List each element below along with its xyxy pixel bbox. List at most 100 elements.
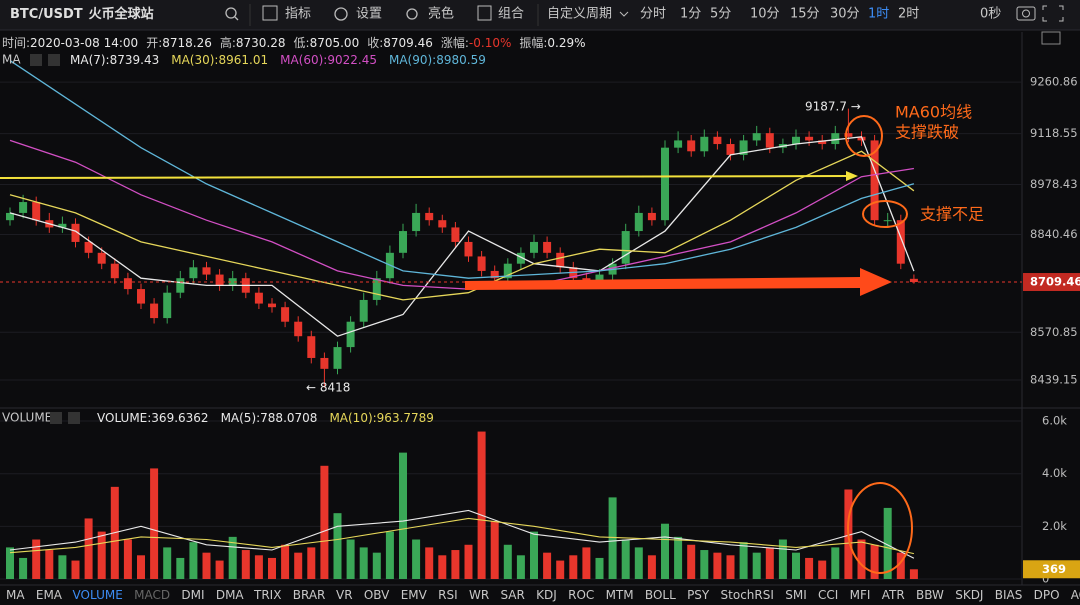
indicator-tab[interactable]: DMI <box>181 588 204 602</box>
period-button[interactable]: 1分 <box>680 7 701 22</box>
volume-bar <box>58 555 67 579</box>
indicator-tab[interactable]: EMA <box>36 588 63 602</box>
search-icon[interactable] <box>225 7 237 19</box>
y-tick-label: 9260.86 <box>1030 75 1078 89</box>
indicator-tab[interactable]: BOLL <box>645 588 676 602</box>
y-tick-label: 6.0k <box>1042 414 1067 428</box>
indicator-tab[interactable]: AO <box>1071 588 1080 602</box>
candle-body <box>595 274 604 282</box>
period-button[interactable]: 30分 <box>830 7 860 22</box>
legend-button[interactable] <box>48 54 60 66</box>
period-button[interactable]: 分时 <box>640 7 666 22</box>
indicator-tab[interactable]: DMA <box>216 588 245 602</box>
combo-icon <box>477 5 492 21</box>
indicator-tab[interactable]: KDJ <box>536 588 557 602</box>
candle-body <box>543 241 552 253</box>
indicator-tab[interactable]: BRAR <box>293 588 325 602</box>
annotation: ← 8418 <box>306 381 350 395</box>
period-button[interactable]: 15分 <box>790 7 820 22</box>
indicator-tab[interactable]: PSY <box>687 588 710 602</box>
indicator-tab[interactable]: ATR <box>882 588 905 602</box>
toolbar-button[interactable]: 亮色 <box>428 6 454 22</box>
fullscreen-icon[interactable] <box>1042 5 1064 22</box>
toolbar-button[interactable]: 自定义周期 <box>547 7 612 22</box>
indicator-tab[interactable]: VR <box>336 588 353 602</box>
indicator-tab[interactable]: MTM <box>606 588 634 602</box>
info-label: 高: <box>220 35 236 50</box>
y-tick-label: 2.0k <box>1042 519 1067 533</box>
indicator-tab[interactable]: ROC <box>568 588 594 602</box>
volume-bar <box>464 544 473 579</box>
candle-body <box>700 136 709 152</box>
volume-bar <box>320 465 329 579</box>
volume-bar <box>792 552 800 579</box>
indicator-tab[interactable]: EMV <box>401 588 428 602</box>
candle-body <box>687 140 696 152</box>
volume-bar <box>634 547 643 579</box>
indicator-tab[interactable]: StochRSI <box>721 588 774 602</box>
volume-bar <box>268 557 276 579</box>
info-label: 低: <box>294 36 310 50</box>
candle-body <box>268 303 276 308</box>
period-button[interactable]: 1时 <box>868 7 889 22</box>
candle-body <box>438 220 447 228</box>
collapse-icon[interactable] <box>1041 31 1061 45</box>
period-button[interactable]: 10分 <box>750 7 780 22</box>
volume-bar <box>97 531 106 579</box>
legend-button[interactable] <box>30 54 42 66</box>
settings-icon <box>334 7 348 21</box>
indicator-tab[interactable]: SKDJ <box>955 588 983 602</box>
period-button[interactable]: 5分 <box>710 7 731 22</box>
highlight-ellipse <box>847 482 913 574</box>
indicator-tab[interactable]: DPO <box>1034 588 1060 602</box>
period-button[interactable]: 2时 <box>898 7 919 22</box>
legend-button[interactable] <box>50 412 62 424</box>
volume-bar <box>831 547 840 579</box>
volume-bar <box>32 539 41 579</box>
indicator-tab[interactable]: TRIX <box>253 588 281 602</box>
volume-bar <box>438 555 447 579</box>
candle-body <box>110 263 119 279</box>
candle-body <box>32 202 41 221</box>
candle-body <box>346 321 355 348</box>
indicator-tab[interactable]: MACD <box>134 588 170 602</box>
volume-bar <box>739 542 748 579</box>
indicator-tab[interactable]: CCI <box>818 588 838 602</box>
candle-body <box>883 220 892 222</box>
toolbar-button[interactable]: 组合 <box>498 7 524 22</box>
candle-body <box>844 133 853 137</box>
indicator-tab[interactable]: MFI <box>850 588 871 602</box>
indicator-tab[interactable]: OBV <box>364 588 390 602</box>
legend-button[interactable] <box>68 412 80 424</box>
toolbar-button[interactable]: 指标 <box>285 7 311 22</box>
toolbar-button[interactable]: 设置 <box>356 7 382 22</box>
candle-body <box>333 347 342 369</box>
last-price-label: 8709.46 <box>1030 275 1080 289</box>
indicator-tab[interactable]: SMI <box>785 588 807 602</box>
indicator-tab[interactable]: MA <box>6 588 25 602</box>
candle-body <box>503 263 512 279</box>
indicator-tab[interactable]: BIAS <box>995 588 1023 602</box>
volume-bar <box>19 557 28 579</box>
candle-body <box>831 133 840 145</box>
search-icon <box>234 16 239 21</box>
volume-bar <box>647 555 656 579</box>
candle-body <box>84 241 93 253</box>
indicator-tab[interactable]: VOLUME <box>73 588 123 602</box>
candle-body <box>556 252 565 268</box>
volume-bar <box>752 552 761 579</box>
candle-body <box>176 278 185 293</box>
volume-bar <box>359 547 368 579</box>
annotation: MA60均线 <box>895 103 972 122</box>
indicator-tab[interactable]: WR <box>469 588 489 602</box>
indicator-tab[interactable]: RSI <box>438 588 458 602</box>
candle-body <box>307 336 316 358</box>
volume-bar <box>726 555 735 579</box>
dropdown-icon <box>619 11 629 17</box>
volume-bar <box>687 544 696 579</box>
indicator-tab[interactable]: SAR <box>500 588 524 602</box>
camera-icon[interactable] <box>1016 6 1036 21</box>
indicator-tab[interactable]: BBW <box>916 588 944 602</box>
volume-bar <box>425 547 434 579</box>
volume-bar <box>412 539 421 579</box>
